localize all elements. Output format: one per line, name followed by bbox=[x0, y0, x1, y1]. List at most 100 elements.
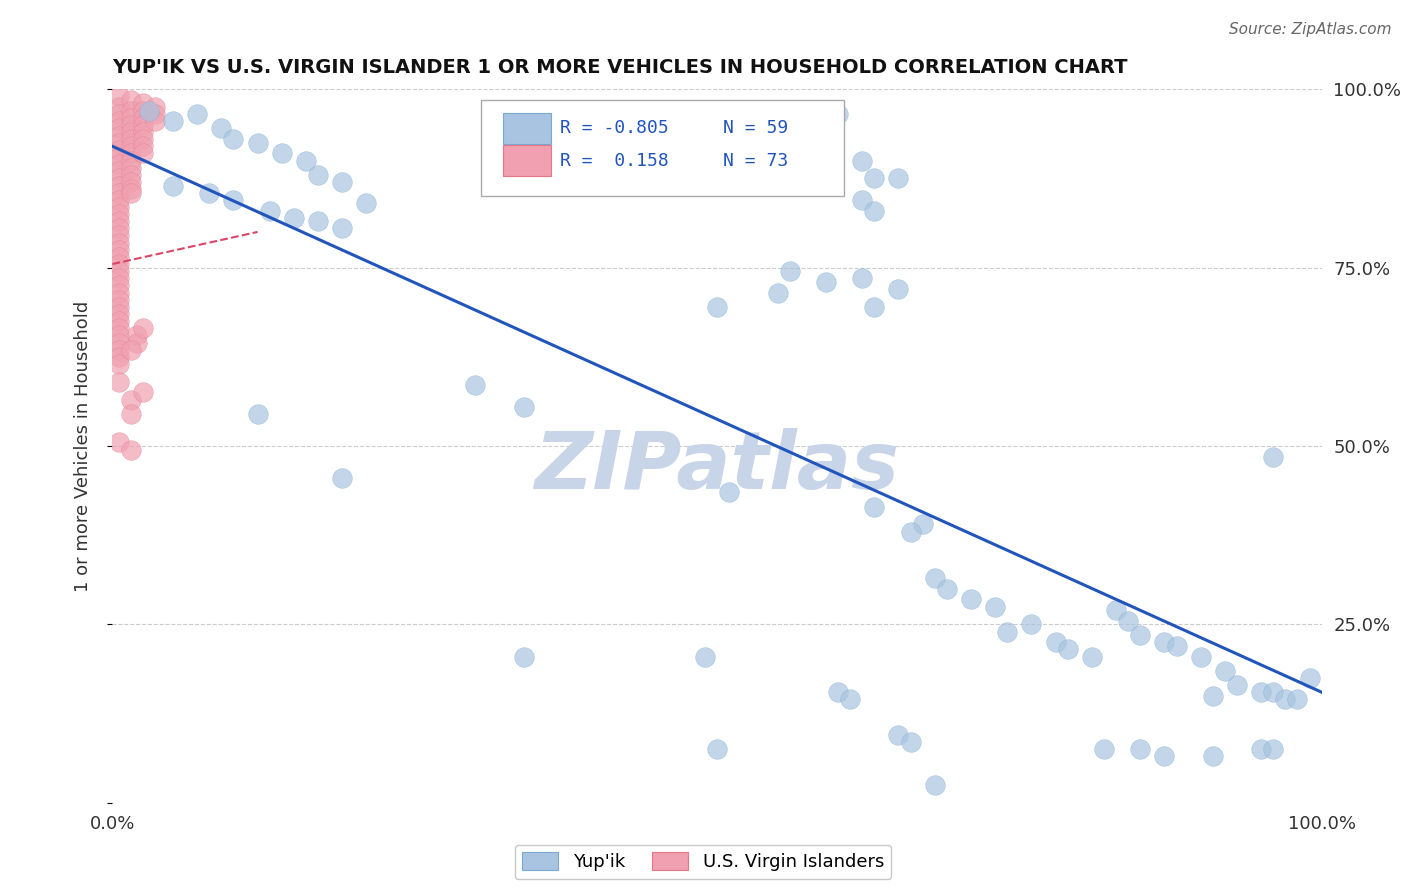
Text: R = -0.805: R = -0.805 bbox=[560, 120, 669, 137]
Point bbox=[143, 100, 166, 114]
Point bbox=[1129, 742, 1152, 756]
Point bbox=[1153, 749, 1175, 764]
Point bbox=[107, 307, 129, 321]
Point bbox=[120, 132, 142, 146]
Point bbox=[246, 136, 269, 150]
Point bbox=[107, 164, 129, 178]
Point bbox=[107, 89, 129, 103]
Point bbox=[984, 599, 1007, 614]
Point bbox=[120, 161, 142, 175]
Point bbox=[107, 221, 129, 235]
Point bbox=[107, 121, 129, 136]
Point bbox=[107, 107, 129, 121]
Point bbox=[1286, 692, 1309, 706]
Point bbox=[1226, 678, 1249, 692]
Point bbox=[138, 103, 160, 118]
Point bbox=[356, 196, 378, 211]
Point bbox=[162, 178, 184, 193]
Point bbox=[132, 132, 155, 146]
Point bbox=[120, 442, 142, 457]
Point bbox=[851, 271, 873, 285]
Point bbox=[1263, 685, 1285, 699]
Point bbox=[107, 314, 129, 328]
Point bbox=[839, 692, 862, 706]
Point bbox=[132, 118, 155, 132]
Point bbox=[107, 186, 129, 200]
Point bbox=[120, 182, 142, 196]
Point bbox=[143, 114, 166, 128]
Text: ZIPatlas: ZIPatlas bbox=[534, 428, 900, 507]
Point bbox=[107, 150, 129, 164]
Point bbox=[283, 211, 305, 225]
Point bbox=[706, 300, 728, 314]
Point bbox=[120, 153, 142, 168]
Point bbox=[307, 214, 329, 228]
Point bbox=[107, 228, 129, 243]
Point bbox=[827, 107, 849, 121]
Text: N = 59: N = 59 bbox=[723, 120, 789, 137]
Point bbox=[107, 114, 129, 128]
Point bbox=[143, 107, 166, 121]
Point bbox=[1129, 628, 1152, 642]
FancyBboxPatch shape bbox=[503, 112, 551, 145]
Point bbox=[270, 146, 292, 161]
FancyBboxPatch shape bbox=[503, 145, 551, 177]
Point bbox=[1092, 742, 1115, 756]
Point bbox=[935, 582, 957, 596]
Text: YUP'IK VS U.S. VIRGIN ISLANDER 1 OR MORE VEHICLES IN HOUSEHOLD CORRELATION CHART: YUP'IK VS U.S. VIRGIN ISLANDER 1 OR MORE… bbox=[112, 57, 1128, 77]
Point bbox=[107, 321, 129, 335]
Point bbox=[107, 375, 129, 389]
Point bbox=[107, 350, 129, 364]
Point bbox=[330, 471, 353, 485]
Point bbox=[125, 335, 148, 350]
Point bbox=[107, 435, 129, 450]
Point bbox=[107, 271, 129, 285]
Point bbox=[1153, 635, 1175, 649]
Point bbox=[1116, 614, 1139, 628]
Point bbox=[132, 321, 155, 335]
FancyBboxPatch shape bbox=[481, 100, 844, 196]
Point bbox=[120, 111, 142, 125]
Point bbox=[107, 235, 129, 250]
Text: N = 73: N = 73 bbox=[723, 152, 789, 169]
Point bbox=[132, 111, 155, 125]
Point bbox=[924, 571, 946, 585]
Legend: Yup'ik, U.S. Virgin Islanders: Yup'ik, U.S. Virgin Islanders bbox=[515, 845, 891, 879]
Point bbox=[132, 103, 155, 118]
Point bbox=[1105, 603, 1128, 617]
Point bbox=[1202, 689, 1225, 703]
Point bbox=[911, 517, 934, 532]
Point bbox=[1274, 692, 1296, 706]
Point bbox=[132, 96, 155, 111]
Point bbox=[706, 742, 728, 756]
Point bbox=[198, 186, 221, 200]
Point bbox=[827, 685, 849, 699]
Point bbox=[132, 146, 155, 161]
Point bbox=[960, 592, 983, 607]
Point bbox=[107, 157, 129, 171]
Text: R =  0.158: R = 0.158 bbox=[560, 152, 669, 169]
Point bbox=[107, 285, 129, 300]
Text: Source: ZipAtlas.com: Source: ZipAtlas.com bbox=[1229, 22, 1392, 37]
Point bbox=[863, 300, 886, 314]
Point bbox=[1263, 742, 1285, 756]
Point bbox=[125, 328, 148, 343]
Point bbox=[120, 392, 142, 407]
Point bbox=[162, 114, 184, 128]
Point bbox=[863, 203, 886, 218]
Point bbox=[863, 500, 886, 514]
Point bbox=[330, 221, 353, 235]
Point bbox=[107, 200, 129, 214]
Point bbox=[295, 153, 318, 168]
Point bbox=[1045, 635, 1067, 649]
Point bbox=[1081, 649, 1104, 664]
Point bbox=[887, 282, 910, 296]
Point bbox=[107, 343, 129, 357]
Point bbox=[132, 125, 155, 139]
Point bbox=[693, 649, 716, 664]
Point bbox=[107, 143, 129, 157]
Point bbox=[107, 328, 129, 343]
Point bbox=[1189, 649, 1212, 664]
Point bbox=[222, 132, 245, 146]
Point bbox=[120, 168, 142, 182]
